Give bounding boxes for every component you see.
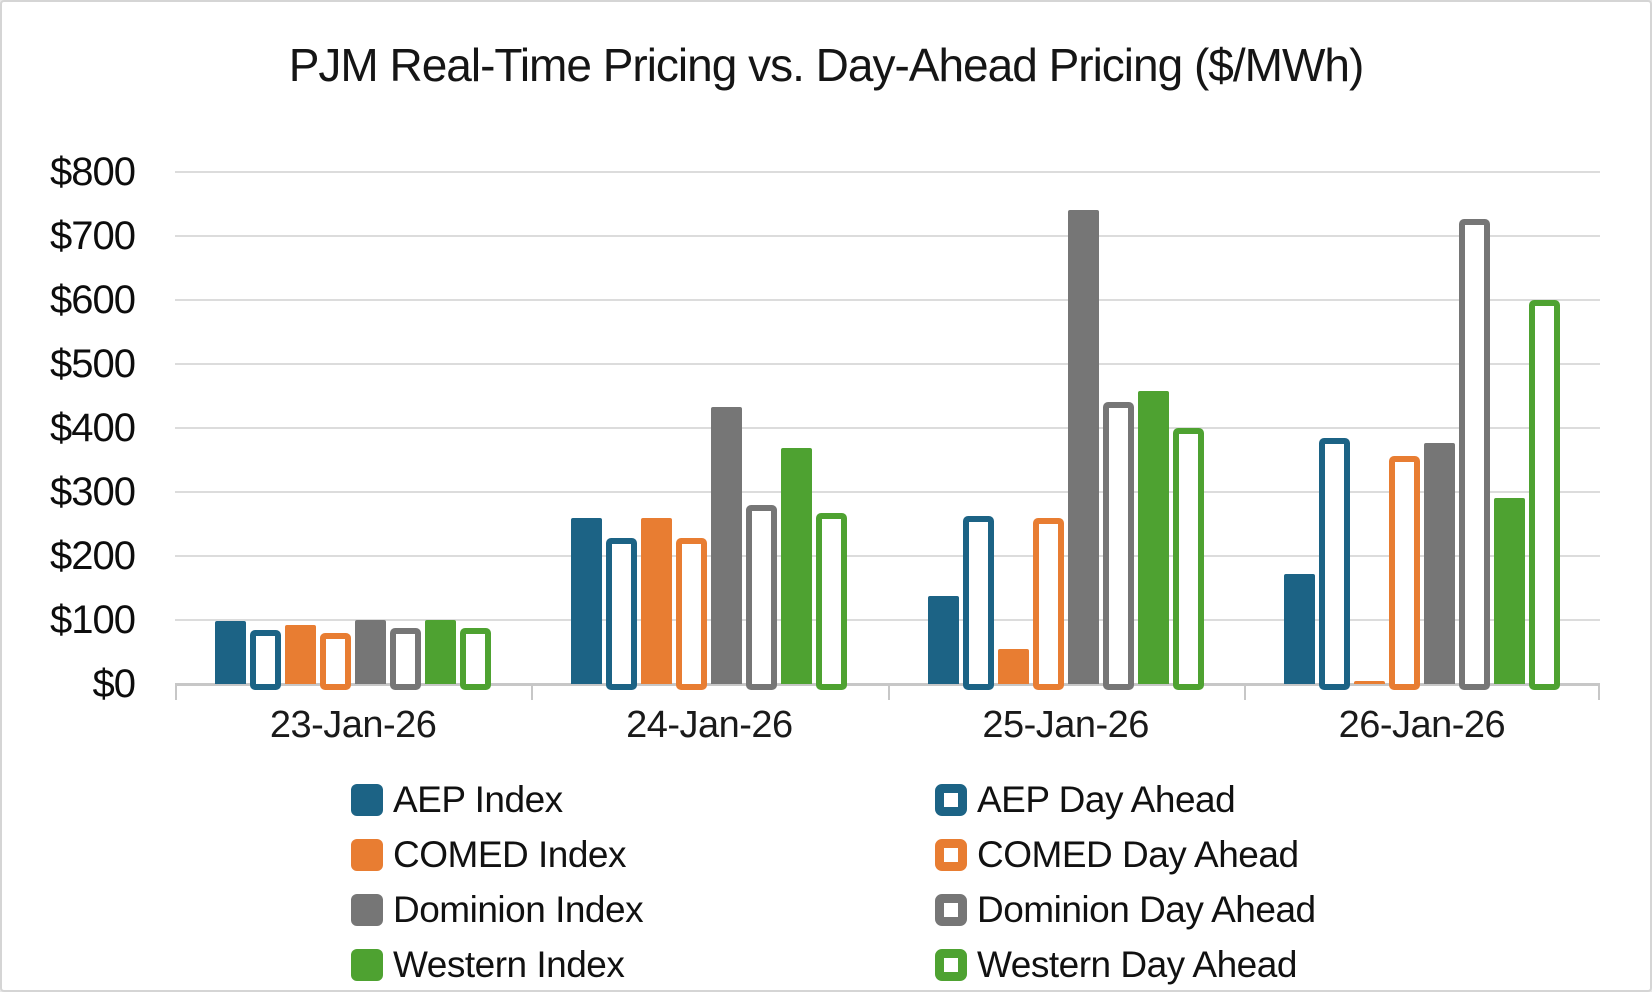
x-axis-tick-1 [531, 685, 533, 700]
bar-western-day-ahead-23-jan-26 [460, 628, 492, 690]
chart-title: PJM Real-Time Pricing vs. Day-Ahead Pric… [288, 39, 1365, 91]
y-tick-label-500: $500 [50, 342, 136, 386]
bar-dominion-index-25-jan-26 [1067, 210, 1099, 684]
bar-dominion-index-23-jan-26 [355, 620, 387, 684]
x-axis-label-24-jan-26: 24-Jan-26 [626, 704, 793, 746]
legend-item-aep-day-ahead: AEP Day Ahead [935, 772, 1316, 827]
legend-swatch-dominion-day-ahead [935, 893, 967, 926]
bar-comed-day-ahead-23-jan-26 [320, 633, 352, 690]
bar-group-24-jan-26 [531, 172, 887, 690]
bar-western-day-ahead-26-jan-26 [1528, 300, 1560, 690]
legend-label-aep-day-ahead: AEP Day Ahead [977, 778, 1236, 820]
y-tick-label-200: $200 [50, 534, 136, 578]
legend-label-comed-index: COMED Index [393, 833, 627, 875]
bar-aep-index-23-jan-26 [215, 621, 247, 684]
y-tick-label-0: $0 [92, 662, 137, 706]
legend-item-dominion-index: Dominion Index [351, 882, 935, 937]
bar-comed-index-25-jan-26 [997, 649, 1029, 684]
bar-dominion-day-ahead-25-jan-26 [1102, 402, 1134, 690]
gridline-300 [175, 491, 1600, 493]
gridline-700 [175, 235, 1600, 237]
bar-group-25-jan-26 [888, 172, 1244, 690]
bar-western-index-24-jan-26 [781, 448, 813, 684]
bar-western-day-ahead-25-jan-26 [1172, 428, 1204, 690]
bar-comed-index-26-jan-26 [1353, 681, 1385, 684]
bar-dominion-index-24-jan-26 [711, 407, 743, 684]
y-tick-label-800: $800 [50, 150, 136, 194]
legend-item-comed-day-ahead: COMED Day Ahead [935, 827, 1316, 882]
legend-swatch-western-index [351, 948, 383, 981]
legend-item-western-day-ahead: Western Day Ahead [935, 937, 1316, 990]
bar-dominion-day-ahead-24-jan-26 [746, 505, 778, 690]
gridline-400 [175, 427, 1600, 429]
bar-comed-index-23-jan-26 [285, 625, 317, 684]
legend-swatch-dominion-index [351, 893, 383, 926]
legend-swatch-western-day-ahead [935, 948, 967, 981]
x-axis-tick-2 [888, 685, 890, 700]
bar-aep-index-24-jan-26 [571, 518, 603, 684]
bar-comed-day-ahead-25-jan-26 [1032, 518, 1064, 690]
y-tick-label-400: $400 [50, 406, 136, 450]
bar-western-index-26-jan-26 [1493, 498, 1525, 684]
bar-western-index-25-jan-26 [1137, 391, 1169, 684]
gridline-200 [175, 555, 1600, 557]
legend-swatch-aep-day-ahead [935, 783, 967, 816]
bar-comed-day-ahead-24-jan-26 [676, 538, 708, 690]
legend-label-comed-day-ahead: COMED Day Ahead [977, 833, 1299, 875]
bar-dominion-day-ahead-23-jan-26 [390, 628, 422, 690]
bar-western-day-ahead-24-jan-26 [816, 513, 848, 690]
bar-aep-day-ahead-23-jan-26 [250, 630, 282, 690]
bar-group-23-jan-26 [175, 172, 531, 690]
bar-comed-index-24-jan-26 [641, 518, 673, 684]
x-axis-tick-3 [1244, 685, 1246, 700]
gridline-500 [175, 363, 1600, 365]
legend-label-dominion-day-ahead: Dominion Day Ahead [977, 888, 1316, 930]
legend: AEP Index AEP Day Ahead COMED Index COMED D… [351, 772, 1316, 990]
x-axis-tick-0 [175, 685, 177, 700]
bar-comed-day-ahead-26-jan-26 [1388, 456, 1420, 690]
bar-group-26-jan-26 [1244, 172, 1600, 690]
legend-item-aep-index: AEP Index [351, 772, 935, 827]
gridline-100 [175, 619, 1600, 621]
x-axis-label-26-jan-26: 26-Jan-26 [1338, 704, 1506, 746]
legend-item-western-index: Western Index [351, 937, 935, 990]
legend-item-comed-index: COMED Index [351, 827, 935, 882]
x-axis-label-23-jan-26: 23-Jan-26 [269, 704, 437, 746]
y-tick-label-700: $700 [50, 214, 136, 258]
gridline-600 [175, 299, 1600, 301]
legend-label-aep-index: AEP Index [393, 778, 563, 820]
bar-aep-index-25-jan-26 [927, 596, 959, 684]
legend-item-dominion-day-ahead: Dominion Day Ahead [935, 882, 1316, 937]
legend-label-western-index: Western Index [393, 943, 625, 985]
x-axis-line [175, 683, 1600, 686]
y-tick-label-100: $100 [50, 598, 136, 642]
legend-label-dominion-index: Dominion Index [393, 888, 644, 930]
bar-aep-day-ahead-26-jan-26 [1318, 438, 1350, 690]
bar-aep-day-ahead-24-jan-26 [606, 538, 638, 690]
legend-swatch-comed-day-ahead [935, 838, 967, 871]
bar-western-index-23-jan-26 [425, 620, 457, 684]
x-axis-label-25-jan-26: 25-Jan-26 [982, 704, 1149, 746]
bar-aep-day-ahead-25-jan-26 [962, 516, 994, 690]
x-axis-labels: 23-Jan-26 24-Jan-26 25-Jan-26 26-Jan-26 [175, 704, 1600, 747]
gridline-800 [175, 171, 1600, 173]
y-tick-label-300: $300 [50, 470, 136, 514]
legend-swatch-comed-index [351, 838, 383, 871]
bar-aep-index-26-jan-26 [1283, 574, 1315, 684]
bar-dominion-index-26-jan-26 [1423, 443, 1455, 684]
y-tick-label-600: $600 [50, 278, 136, 322]
bar-dominion-day-ahead-26-jan-26 [1458, 219, 1490, 690]
legend-label-western-day-ahead: Western Day Ahead [977, 943, 1297, 985]
plot-area [175, 171, 1600, 690]
x-axis-tick-4 [1598, 685, 1600, 700]
legend-swatch-aep-index [351, 783, 383, 816]
